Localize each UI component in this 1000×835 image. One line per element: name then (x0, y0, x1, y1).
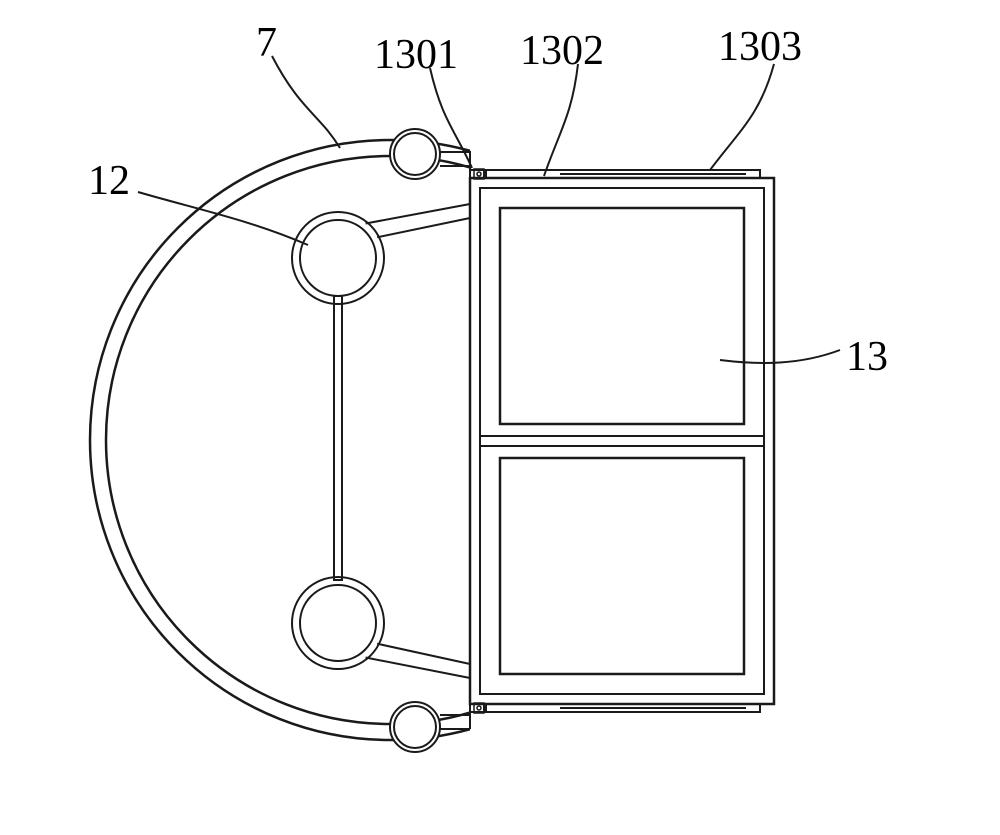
diag-link-upper-b (377, 218, 470, 237)
cabinet-outer (470, 178, 774, 704)
label-l7: 7 (256, 20, 277, 66)
leader-l1302 (544, 64, 578, 176)
label-l13: 13 (846, 334, 888, 380)
leader-l12 (138, 192, 308, 245)
big-roller-lower (292, 577, 384, 669)
leader-l1303 (710, 64, 774, 170)
small-roller-bottom (390, 702, 440, 752)
vertical-link-bar (334, 296, 342, 580)
small-roller-top (390, 129, 440, 179)
label-l1303: 1303 (718, 24, 802, 70)
label-l1302: 1302 (520, 28, 604, 74)
diag-link-lower-b (377, 644, 470, 664)
label-l12: 12 (88, 158, 130, 204)
label-l1301: 1301 (374, 32, 458, 78)
big-roller-upper (292, 212, 384, 304)
leader-l7 (272, 56, 340, 148)
technical-diagram: 7 1301 1302 1303 12 13 (0, 0, 1000, 835)
